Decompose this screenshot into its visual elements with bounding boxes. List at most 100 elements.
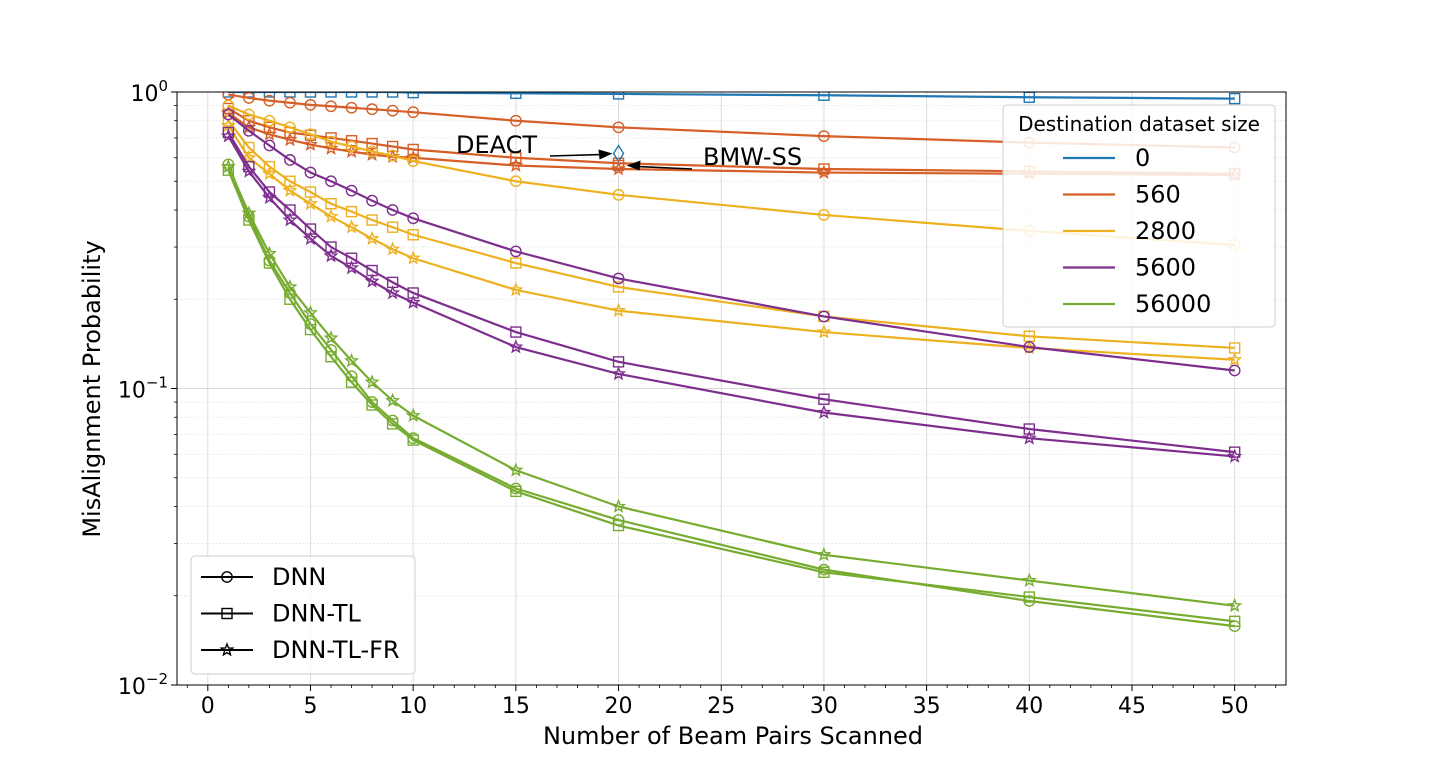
x-tick-label: 20 bbox=[605, 694, 633, 719]
data-point bbox=[818, 310, 830, 323]
data-point bbox=[386, 418, 399, 430]
legend-label-dnn: DNN bbox=[272, 563, 326, 591]
data-point bbox=[612, 188, 625, 201]
data-point bbox=[1228, 364, 1241, 377]
data-point bbox=[263, 139, 276, 152]
data-point bbox=[818, 92, 830, 101]
plot-area bbox=[220, 92, 1243, 632]
data-point bbox=[302, 136, 319, 151]
data-point bbox=[407, 229, 419, 241]
data-point bbox=[510, 257, 522, 269]
data-point bbox=[818, 209, 830, 221]
data-point bbox=[386, 149, 399, 162]
data-point bbox=[323, 248, 339, 263]
data-point bbox=[612, 92, 625, 100]
series-line bbox=[227, 169, 1235, 623]
data-point bbox=[366, 214, 378, 226]
data-point bbox=[407, 155, 420, 167]
data-point bbox=[304, 98, 317, 111]
data-point bbox=[345, 140, 358, 153]
data-point bbox=[816, 546, 832, 562]
series-56000-dnn-tl-fr bbox=[220, 158, 1243, 613]
data-point bbox=[366, 145, 379, 158]
data-point bbox=[284, 293, 296, 305]
x-tick-label: 15 bbox=[502, 694, 530, 719]
data-point bbox=[242, 92, 255, 104]
data-point bbox=[282, 131, 298, 147]
data-point bbox=[222, 99, 235, 112]
data-point bbox=[385, 392, 401, 408]
data-point bbox=[366, 103, 379, 116]
data-point bbox=[263, 92, 276, 98]
data-point bbox=[508, 282, 524, 297]
data-point bbox=[344, 352, 360, 368]
data-point bbox=[323, 140, 339, 155]
data-point bbox=[407, 434, 419, 446]
data-point bbox=[612, 519, 625, 532]
series-line bbox=[227, 113, 1235, 372]
data-point bbox=[344, 260, 360, 275]
arrowhead-deact bbox=[598, 149, 613, 160]
legend-datasets: Destination dataset size 0 560 2800 5600 5600… bbox=[1002, 104, 1276, 328]
data-point bbox=[1228, 615, 1241, 627]
x-tick-label: 0 bbox=[201, 694, 215, 719]
data-point bbox=[261, 126, 277, 141]
data-point bbox=[509, 175, 522, 188]
data-point bbox=[325, 241, 337, 253]
legend-label-dnn-tl: DNN-TL bbox=[272, 600, 362, 628]
series-5600-dnn-tl-fr bbox=[220, 128, 1243, 463]
data-point bbox=[407, 143, 419, 156]
x-tick-label: 25 bbox=[707, 694, 735, 719]
data-point bbox=[1227, 351, 1243, 367]
data-point bbox=[510, 326, 522, 338]
data-point bbox=[364, 273, 380, 288]
series-2800-dnn bbox=[222, 99, 1241, 251]
data-point bbox=[325, 92, 337, 98]
data-point bbox=[222, 164, 235, 176]
legend-frame bbox=[1002, 104, 1276, 328]
data-point bbox=[325, 175, 337, 188]
data-point bbox=[304, 128, 317, 141]
data-point bbox=[282, 182, 298, 197]
legend-frame bbox=[190, 555, 416, 675]
data-point bbox=[508, 157, 524, 172]
legend-label-2800: 2800 bbox=[1135, 217, 1196, 245]
data-point bbox=[386, 104, 399, 117]
x-tick-label: 35 bbox=[913, 694, 941, 719]
data-point bbox=[366, 399, 378, 411]
y-axis-label: MisAlignment Probability bbox=[78, 240, 106, 537]
data-point bbox=[302, 304, 319, 320]
data-point bbox=[612, 121, 625, 134]
data-point bbox=[611, 498, 627, 513]
data-point bbox=[261, 245, 277, 261]
data-point bbox=[242, 108, 255, 121]
data-point bbox=[612, 281, 625, 293]
data-point bbox=[345, 101, 358, 114]
data-point bbox=[509, 245, 522, 258]
data-point bbox=[261, 189, 277, 205]
data-point bbox=[405, 294, 421, 309]
legend-label-dnn-tl-fr: DNN-TL-FR bbox=[272, 636, 400, 664]
arrowhead-bmw-ss bbox=[626, 160, 641, 171]
data-point bbox=[1021, 572, 1037, 587]
series-line bbox=[227, 107, 1235, 175]
data-point bbox=[1023, 591, 1035, 603]
legend-label-0: 0 bbox=[1135, 144, 1150, 172]
series-5600-dnn bbox=[222, 108, 1241, 377]
data-point bbox=[405, 407, 421, 423]
data-point bbox=[325, 135, 337, 148]
annotation-bmw-ss: BMW-SS bbox=[703, 143, 802, 171]
data-point bbox=[385, 241, 401, 256]
x-tick-label: 5 bbox=[303, 694, 317, 719]
data-point bbox=[386, 204, 399, 216]
data-point bbox=[284, 121, 296, 134]
data-point bbox=[284, 96, 296, 109]
point-deact bbox=[612, 144, 625, 163]
data-point bbox=[816, 164, 832, 179]
data-point bbox=[220, 128, 236, 143]
data-point bbox=[345, 184, 358, 197]
legend-label-56000: 56000 bbox=[1135, 290, 1211, 318]
data-point bbox=[509, 114, 522, 127]
x-tick-label: 10 bbox=[399, 694, 427, 719]
